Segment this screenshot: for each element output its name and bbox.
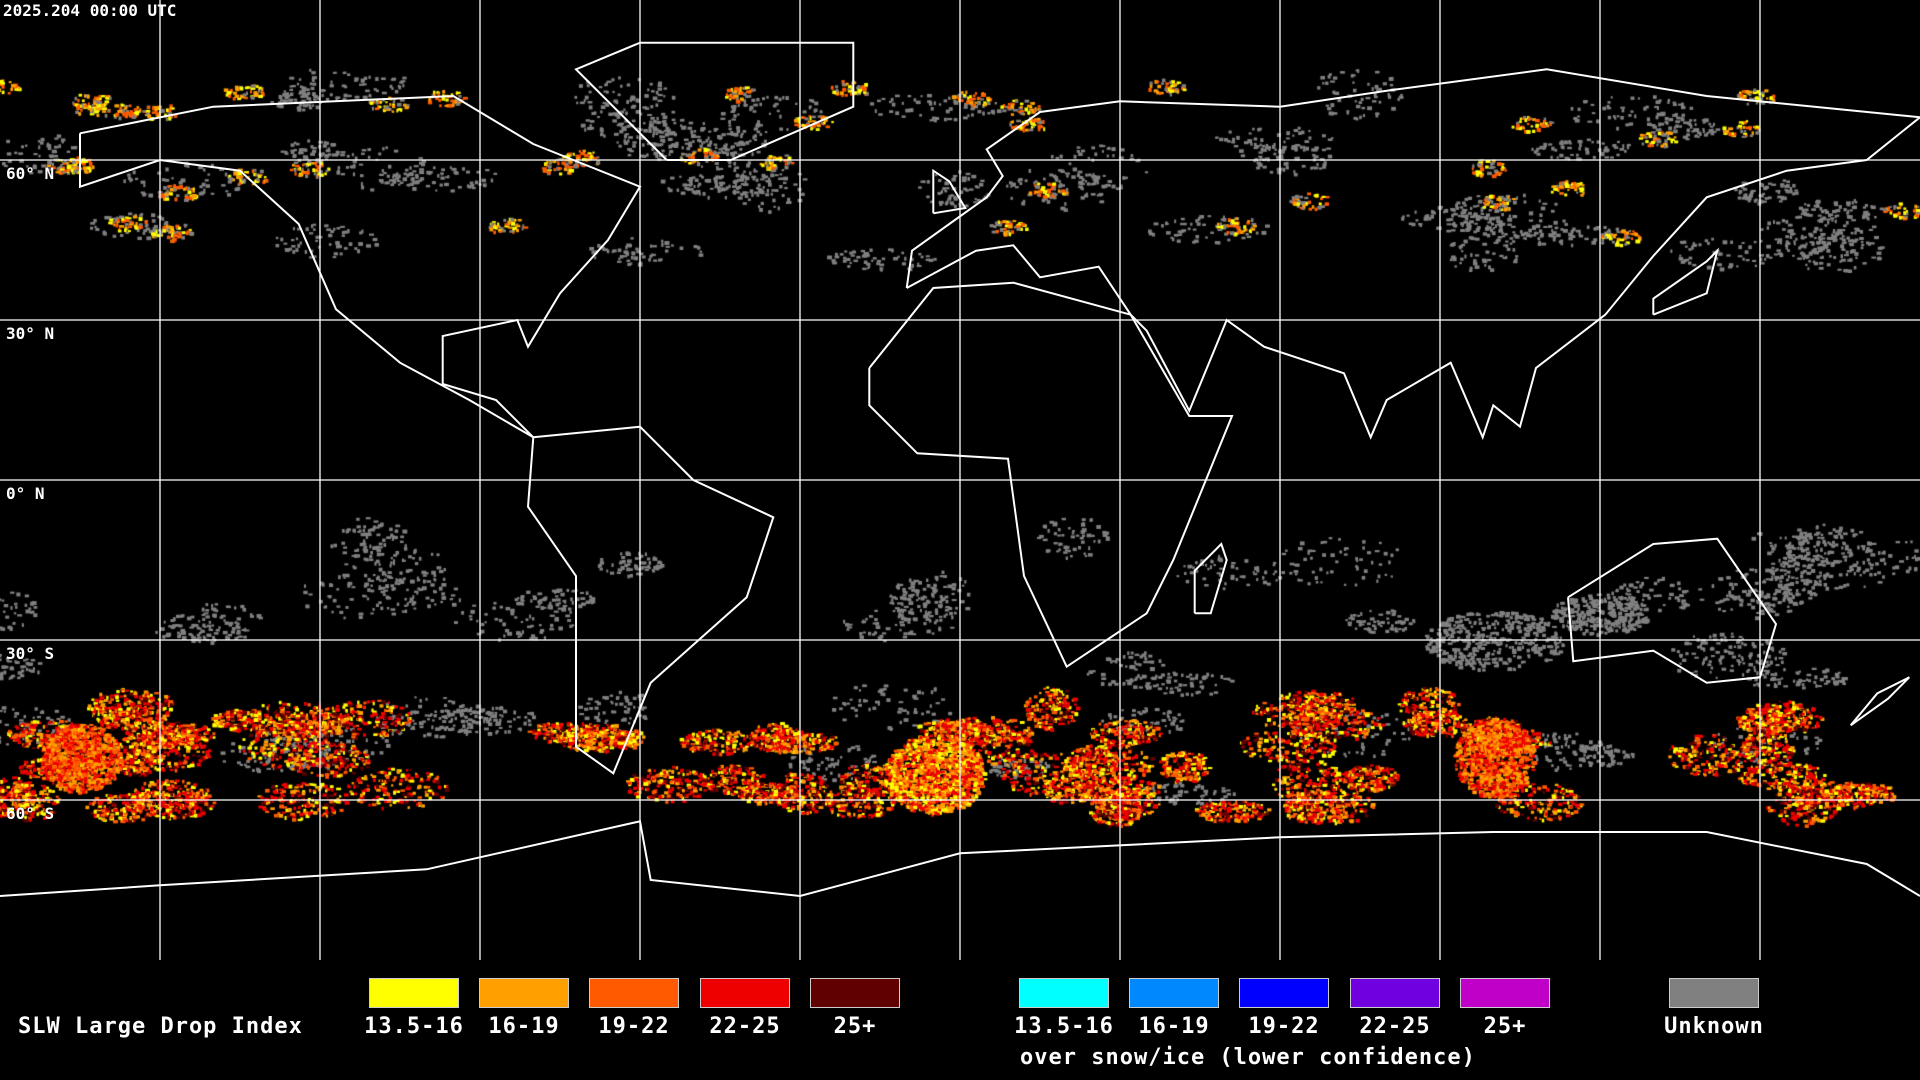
coastline-new-zealand xyxy=(1849,676,1911,727)
legend-main-1-swatch xyxy=(479,978,569,1008)
legend-snow-1-label: 16-19 xyxy=(1138,1014,1210,1039)
coastline-antarctica xyxy=(0,820,1920,898)
lat-label-0n: 0° N xyxy=(6,484,45,503)
legend-main-2-label: 19-22 xyxy=(598,1014,670,1039)
legend-snow-0-swatch xyxy=(1019,978,1109,1008)
snow-caption: over snow/ice (lower confidence) xyxy=(1020,1045,1476,1070)
legend-title: SLW Large Drop Index xyxy=(18,1014,303,1039)
lat-label-60s: 60° S xyxy=(6,804,55,823)
legend-snow-3-label: 22-25 xyxy=(1359,1014,1431,1039)
legend-snow-2-label: 19-22 xyxy=(1248,1014,1320,1039)
legend-main-4-swatch xyxy=(810,978,900,1008)
legend-snow-3-swatch xyxy=(1350,978,1440,1008)
legend-snow-4-label: 25+ xyxy=(1483,1014,1527,1039)
map: 2025.204 00:00 UTC 60° N 30° N 0° N 30° … xyxy=(0,0,1920,960)
coastline-japan xyxy=(1652,247,1720,316)
legend-unknown-swatch xyxy=(1669,978,1759,1008)
legend-main-0-swatch xyxy=(369,978,459,1008)
legend-snow-4-swatch xyxy=(1460,978,1550,1008)
legend-main-3-label: 22-25 xyxy=(709,1014,781,1039)
coastline-greenland xyxy=(574,41,855,161)
coastline-africa xyxy=(868,281,1234,669)
coastline-uk xyxy=(932,168,967,215)
coastline-north-america xyxy=(79,94,642,439)
legend-unknown-label: Unknown xyxy=(1664,1014,1764,1039)
legend-snow-0-label: 13.5-16 xyxy=(1014,1014,1114,1039)
coastlines-and-grid xyxy=(0,0,1920,960)
legend-snow-1-swatch xyxy=(1129,978,1219,1008)
legend-main-4-label: 25+ xyxy=(833,1014,877,1039)
lat-label-60n: 60° N xyxy=(6,164,55,183)
legend: SLW Large Drop Index 13.5-16 16-19 19-22 22… xyxy=(0,960,1920,1080)
lat-label-30n: 30° N xyxy=(6,324,55,343)
coastline-australia xyxy=(1567,537,1778,684)
legend-main-3-swatch xyxy=(700,978,790,1008)
coastline-south-america xyxy=(526,425,775,775)
coastline-eurasia xyxy=(905,68,1920,441)
legend-snow-2-swatch xyxy=(1239,978,1329,1008)
coastline-madagascar xyxy=(1193,542,1228,615)
legend-main-2-swatch xyxy=(589,978,679,1008)
lat-label-30s: 30° S xyxy=(6,644,55,663)
legend-main-1-label: 16-19 xyxy=(488,1014,560,1039)
legend-main-0-label: 13.5-16 xyxy=(364,1014,464,1039)
timestamp: 2025.204 00:00 UTC xyxy=(3,1,177,20)
